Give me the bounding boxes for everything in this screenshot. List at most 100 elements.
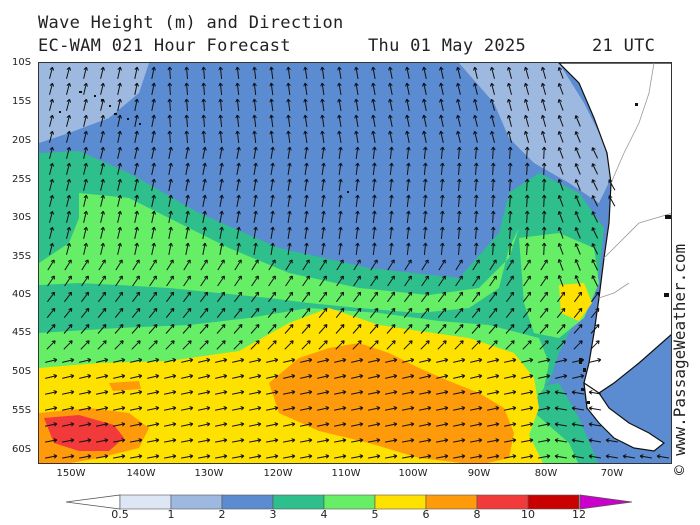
wave-arrow — [168, 162, 173, 175]
wave-arrow — [147, 357, 160, 363]
wave-arrow — [438, 275, 446, 287]
wave-arrow — [302, 291, 311, 303]
wave-arrow — [197, 390, 211, 395]
wave-arrow — [183, 291, 192, 303]
wave-arrow — [524, 194, 530, 208]
wave-arrow — [337, 130, 342, 143]
wave-arrow — [573, 324, 583, 334]
wave-arrow — [470, 422, 483, 427]
wave-arrow — [300, 374, 313, 379]
wave-arrow — [83, 210, 89, 223]
wave-arrow — [218, 66, 223, 80]
wave-arrow — [474, 226, 479, 240]
credit-text: © www.PassageWeather.com — [670, 243, 689, 475]
wave-arrow — [100, 162, 105, 175]
wave-arrow — [524, 210, 530, 224]
lon-label: 120W — [263, 468, 293, 479]
wave-arrow — [523, 82, 530, 95]
wave-arrow — [354, 130, 359, 143]
wave-arrow — [66, 210, 72, 223]
wave-arrow — [236, 210, 241, 223]
wave-arrow — [214, 390, 228, 395]
wave-arrow — [233, 307, 243, 319]
wave-arrow — [202, 162, 207, 175]
lon-label: 150W — [56, 468, 86, 479]
legend-swatch — [272, 494, 325, 510]
wave-arrow — [117, 162, 122, 175]
lon-label: 130W — [194, 468, 224, 479]
wave-arrow — [217, 259, 225, 271]
wave-arrow — [130, 454, 143, 459]
wave-arrow — [267, 324, 277, 334]
wave-arrow — [46, 307, 56, 319]
wave-arrow — [439, 82, 444, 96]
wave-arrow — [283, 374, 296, 379]
wave-arrow — [265, 406, 279, 411]
wave-arrow — [387, 275, 395, 287]
lat-label: 20S — [12, 135, 32, 146]
wave-arrow — [337, 66, 342, 79]
legend-swatch — [119, 494, 172, 510]
wave-arrow — [134, 210, 139, 224]
wave-arrow — [79, 357, 92, 363]
wave-arrow — [317, 422, 330, 427]
legend-label: 5 — [371, 508, 379, 521]
wave-arrow — [538, 422, 551, 427]
wave-arrow — [132, 275, 140, 287]
wave-arrow — [556, 324, 566, 334]
wave-arrow — [319, 259, 327, 271]
wave-arrow — [200, 259, 208, 271]
wave-arrow — [591, 243, 599, 255]
wave-arrow — [134, 226, 139, 240]
wave-arrow — [46, 324, 56, 334]
wave-arrow — [197, 406, 211, 411]
wave-arrow — [438, 259, 446, 271]
wave-arrow — [202, 194, 207, 207]
wave-arrow — [96, 438, 109, 443]
wave-arrow — [368, 374, 381, 379]
wave-arrow — [639, 454, 652, 459]
wave-arrow — [183, 275, 191, 287]
wave-arrow — [470, 374, 483, 379]
wave-arrow — [49, 146, 55, 159]
wave-arrow — [557, 291, 566, 303]
wave-arrow — [456, 82, 461, 95]
wave-arrow — [117, 66, 122, 80]
legend-label: 6 — [422, 508, 430, 521]
wave-arrow — [574, 259, 581, 271]
wave-arrow — [406, 162, 411, 176]
wave-arrow — [406, 210, 411, 224]
wave-arrow — [557, 195, 564, 207]
wave-zone-4-5m-north — [39, 193, 519, 313]
wave-arrow — [421, 275, 429, 287]
border-line — [603, 213, 671, 259]
wave-arrow — [422, 130, 427, 144]
wave-arrow — [201, 82, 206, 96]
wave-arrow — [45, 454, 58, 459]
wave-arrow — [453, 454, 466, 459]
wave-arrow — [571, 390, 584, 395]
wave-arrow — [98, 291, 107, 303]
wave-arrow — [113, 438, 126, 443]
wave-arrow — [61, 390, 75, 395]
wave-arrow — [489, 114, 495, 127]
wave-arrow — [232, 422, 245, 427]
wave-arrow — [540, 114, 547, 127]
wave-arrow — [250, 340, 260, 350]
wave-arrow — [217, 275, 225, 287]
wave-arrow — [129, 390, 143, 395]
wave-arrow — [490, 178, 496, 192]
wave-arrow — [354, 98, 359, 111]
wave-arrow — [338, 162, 343, 175]
wave-arrow — [249, 454, 262, 459]
wave-arrow — [521, 422, 534, 427]
wave-arrow — [571, 422, 584, 427]
wave-arrow — [236, 162, 241, 175]
wave-arrow — [523, 291, 532, 303]
wave-arrow — [270, 194, 275, 207]
wave-arrow — [487, 422, 500, 427]
wave-arrow — [504, 374, 517, 379]
wave-arrow — [63, 324, 73, 334]
wave-arrow — [304, 194, 309, 207]
wave-arrow — [555, 357, 568, 363]
